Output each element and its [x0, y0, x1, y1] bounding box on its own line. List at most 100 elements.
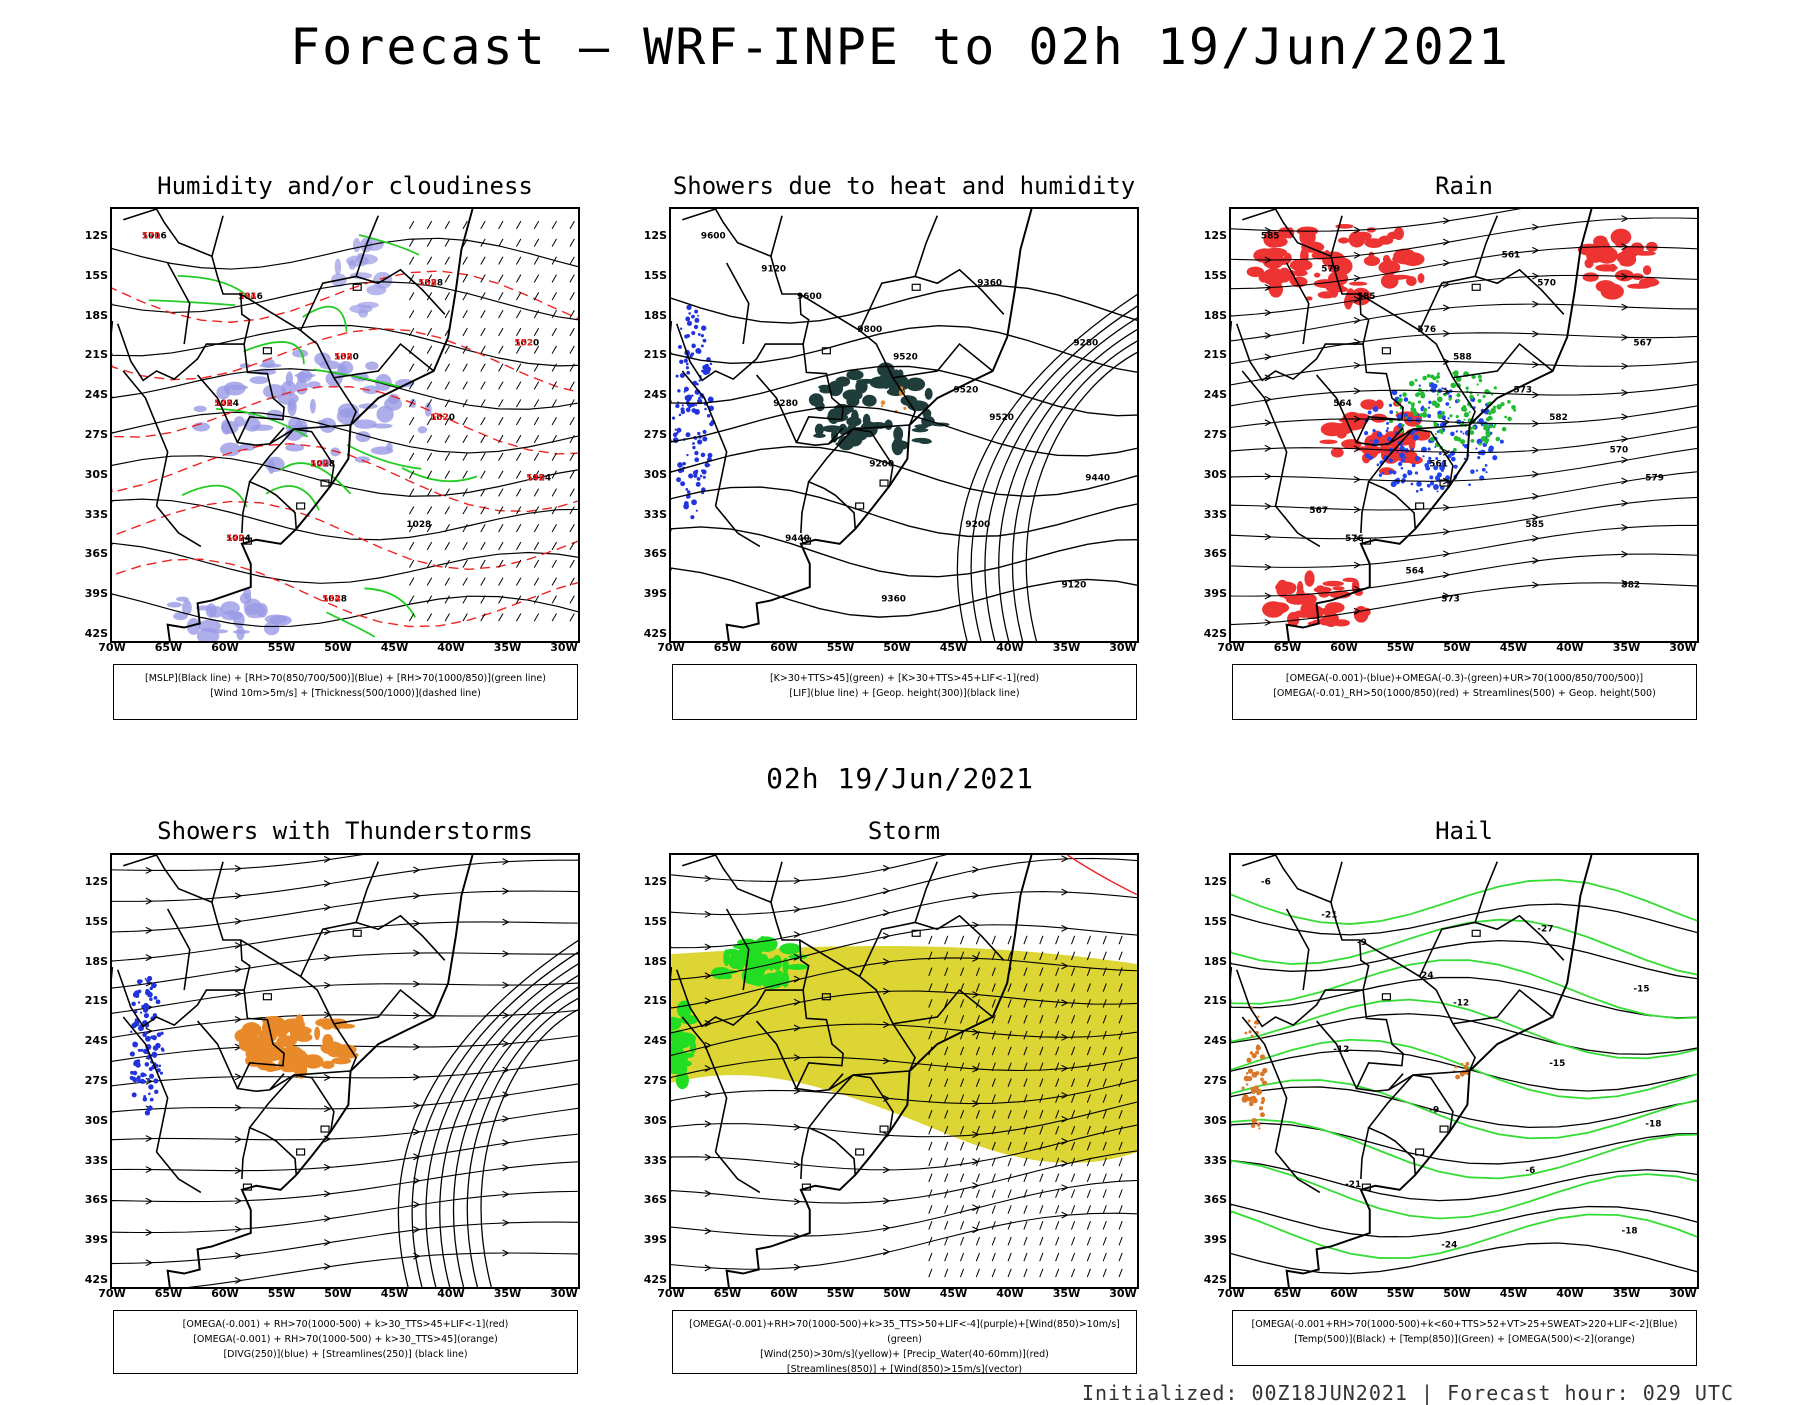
streamline-250 [112, 1222, 578, 1263]
wind850-vector [1087, 1205, 1090, 1213]
rain-blue-omega [1411, 448, 1414, 451]
temp850-contour [1231, 1040, 1697, 1099]
lif-blue-contour [687, 490, 691, 494]
rain-blue-omega [1401, 458, 1405, 462]
lif-blue-contour [701, 453, 706, 458]
wind850-vector [1024, 1269, 1027, 1277]
wind-vector [481, 578, 485, 586]
lon-tick-label: 65W [1268, 1287, 1308, 1300]
geop-height-label: 9200 [965, 520, 990, 530]
rain-red-shading [1596, 247, 1618, 264]
thunder-orange-shading [327, 1048, 347, 1053]
rh-humidity-shading [220, 443, 241, 457]
rain-blue-omega [1372, 429, 1375, 432]
rain-green-omega [1463, 419, 1465, 421]
rain-green-omega [1487, 402, 1490, 405]
wind850-vector [1071, 1221, 1074, 1229]
rain-green-omega [1500, 402, 1504, 406]
streamline-arrow [705, 1091, 711, 1097]
rh-green-contour [149, 300, 236, 305]
legend-line: [Wind(250)>30m/s](yellow)+ [Precip_Water… [673, 1347, 1136, 1362]
geop-500-label: 561 [1502, 251, 1521, 261]
divergence-blue [159, 1064, 162, 1067]
rain-blue-omega [1364, 431, 1368, 435]
thickness-label: 558 [418, 278, 437, 288]
lake-outline [1440, 1126, 1448, 1132]
map-panel [110, 853, 580, 1289]
wind-vector [552, 613, 556, 621]
rain-blue-omega [1387, 427, 1389, 429]
wind850-vector [1056, 1269, 1059, 1277]
wind850-vector [1103, 952, 1106, 960]
omega-orange [1464, 1065, 1468, 1069]
wind-vector [534, 578, 538, 586]
wind-vector [516, 399, 520, 407]
rh-humidity-shading [353, 238, 361, 252]
rain-green-omega [1511, 405, 1516, 410]
country-border [727, 263, 749, 344]
temp-label: -15 [1549, 1059, 1565, 1069]
thunder-orange-shading [251, 1054, 268, 1063]
wind-vector [534, 239, 538, 247]
rain-blue-omega [1399, 453, 1405, 459]
temp-label: -18 [1622, 1226, 1638, 1236]
showers-red-area [881, 405, 883, 407]
rain-green-omega [1412, 411, 1417, 416]
streamline-arrow [1443, 260, 1449, 266]
wind850-vector [1087, 1221, 1090, 1229]
divergence-blue [147, 1078, 150, 1081]
wind-vector [570, 275, 574, 283]
wind-vector [499, 471, 503, 479]
lat-tick-label: 42S [80, 1273, 108, 1286]
streamline-arrow [883, 910, 889, 916]
wind-vector [499, 346, 503, 354]
lif-blue-contour [695, 320, 697, 322]
wind-vector [463, 542, 467, 550]
temp-label: -15 [1633, 985, 1649, 995]
legend-line: [OMEGA(-0.001+RH>70(1000-500)+k<60+TTS>5… [1233, 1317, 1696, 1332]
lif-blue-contour [686, 396, 692, 402]
wind850-vector [1040, 1237, 1043, 1245]
lif-blue-contour [688, 312, 691, 315]
lon-tick-label: 50W [1437, 1287, 1477, 1300]
lake-outline [321, 1126, 329, 1132]
rain-green-omega [1471, 439, 1475, 443]
lake-outline [856, 503, 864, 509]
streamline-850 [671, 1213, 1137, 1269]
lon-tick-label: 30W [1103, 641, 1143, 654]
geop-height-contour [1026, 348, 1137, 641]
wind-vector [463, 560, 467, 568]
lat-tick-label: 18S [80, 955, 108, 968]
lif-blue-contour [686, 371, 690, 375]
showers-shading [906, 377, 925, 391]
rain-red-shading [1332, 586, 1344, 590]
rain-green-omega [1441, 411, 1445, 415]
rain-red-shading [1643, 265, 1651, 275]
lake-outline [1382, 994, 1390, 1000]
wind-vector [445, 596, 449, 604]
divergence-blue [148, 1093, 151, 1096]
lat-tick-label: 27S [80, 428, 108, 441]
rain-green-omega [1422, 376, 1427, 381]
divergence-blue [131, 1002, 136, 1007]
rain-blue-omega [1392, 470, 1396, 474]
wind-vector [499, 257, 503, 265]
geop-500-label: 570 [1610, 446, 1629, 456]
wind-vector [427, 596, 431, 604]
wind-vector [552, 239, 556, 247]
rain-red-shading [1609, 264, 1616, 272]
wind-vector [516, 453, 520, 461]
temp-label: -6 [1261, 878, 1271, 888]
rain-blue-omega [1450, 432, 1455, 437]
wind-vector [481, 328, 485, 336]
divergence-blue [132, 1092, 137, 1097]
wind-vector [463, 471, 467, 479]
geop-height-contour [1013, 336, 1137, 641]
rain-blue-omega [1365, 453, 1370, 458]
rh-humidity-shading [344, 409, 351, 416]
wind-vector [409, 506, 413, 514]
lif-blue-contour [685, 317, 690, 322]
wind850-green-shading [755, 981, 762, 987]
wind850-vector [1040, 1269, 1043, 1277]
mslp-isobar [112, 543, 578, 583]
